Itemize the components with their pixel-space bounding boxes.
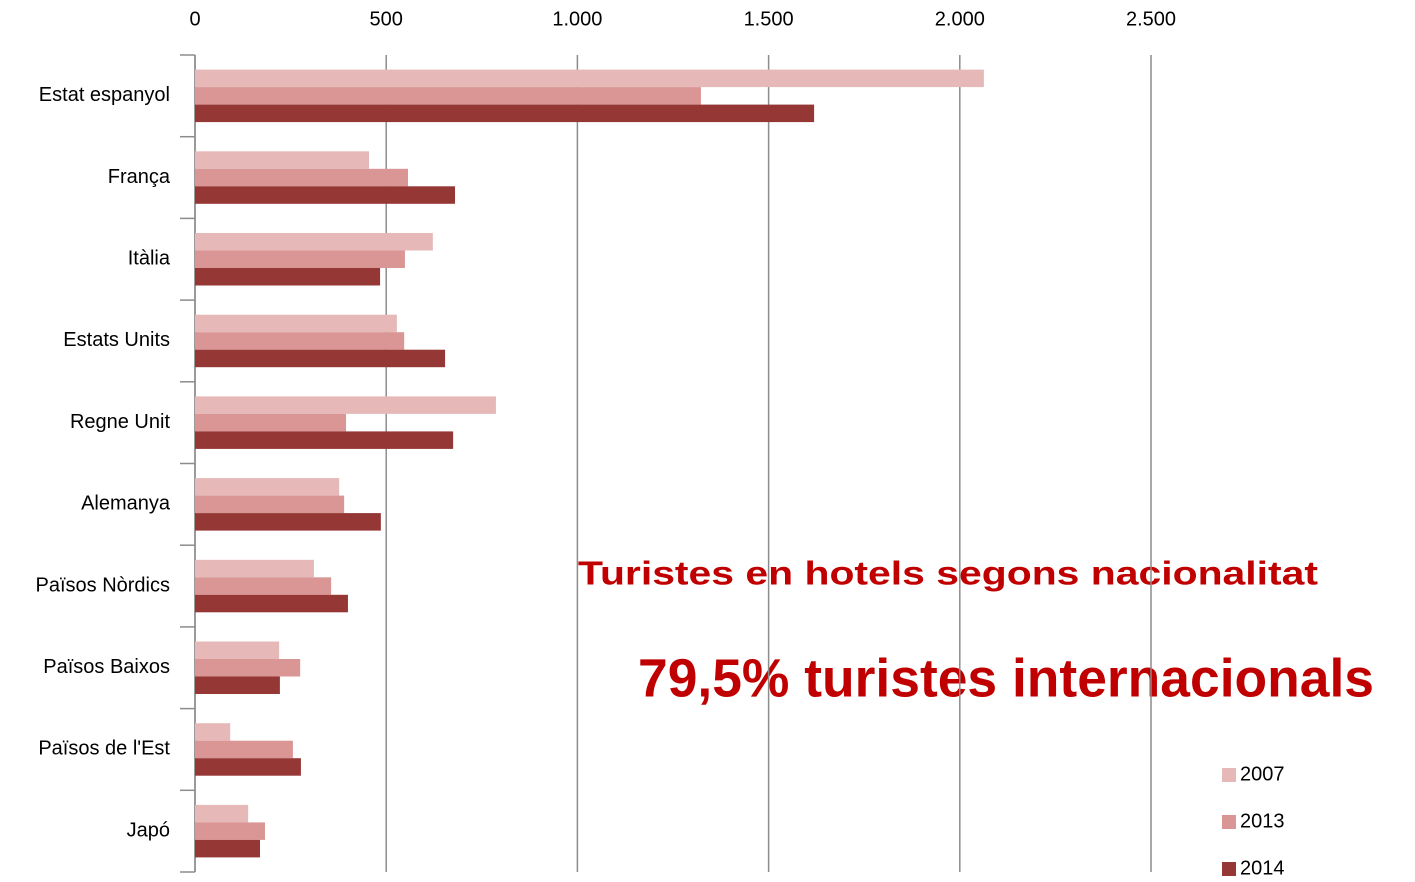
bar	[195, 758, 301, 776]
bar	[195, 723, 231, 741]
bar	[195, 513, 381, 531]
y-tick-label: Alemanya	[81, 493, 171, 515]
y-tick-label: Estats Units	[63, 329, 170, 351]
bar	[195, 495, 345, 514]
bar	[195, 349, 446, 368]
bar	[195, 87, 701, 105]
bar	[195, 186, 456, 204]
x-tick-label: 0	[189, 8, 200, 30]
legend-swatch	[1222, 768, 1236, 782]
bar	[195, 151, 369, 169]
y-tick-label: Països de l'Est	[38, 738, 170, 760]
bar	[195, 641, 280, 659]
bar	[195, 676, 280, 694]
y-tick-label: Països Nòrdics	[36, 574, 171, 596]
bar	[195, 659, 301, 677]
chart-title: Turistes en hotels segons nacionalitat	[578, 555, 1318, 592]
legend-swatch	[1222, 815, 1236, 829]
bar	[195, 233, 433, 251]
legend-swatch	[1222, 862, 1236, 876]
bar	[195, 332, 405, 350]
bar	[195, 478, 340, 496]
y-tick-label: França	[108, 166, 171, 188]
bar	[195, 594, 348, 613]
legend-label: 2007	[1240, 763, 1285, 785]
x-tick-label: 1.000	[552, 8, 602, 30]
y-tick-label: Estat espanyol	[39, 84, 170, 106]
x-tick-label: 2.000	[935, 8, 985, 30]
bar	[195, 168, 408, 187]
y-tick-label: Regne Unit	[70, 411, 171, 433]
annotation: 79,5% turistes internacionals	[638, 648, 1374, 708]
bar	[195, 250, 405, 268]
bar	[195, 431, 454, 449]
bar	[195, 839, 261, 858]
y-tick-label: Itàlia	[128, 248, 171, 270]
x-tick-label: 500	[370, 8, 403, 30]
y-tick-label: Japó	[127, 819, 170, 841]
bar	[195, 69, 984, 88]
bar	[195, 314, 397, 333]
bar	[195, 413, 347, 432]
bar	[195, 396, 496, 414]
legend-label: 2013	[1240, 810, 1285, 832]
legend-label: 2014	[1240, 857, 1285, 879]
x-tick-label: 2.500	[1126, 8, 1176, 30]
bar	[195, 804, 249, 823]
bar	[195, 104, 815, 123]
bar	[195, 559, 314, 578]
bar	[195, 740, 293, 759]
bar	[195, 577, 332, 595]
x-tick-label: 1.500	[744, 8, 794, 30]
y-tick-label: Països Baixos	[43, 656, 170, 678]
bar	[195, 268, 381, 286]
bar	[195, 822, 265, 840]
